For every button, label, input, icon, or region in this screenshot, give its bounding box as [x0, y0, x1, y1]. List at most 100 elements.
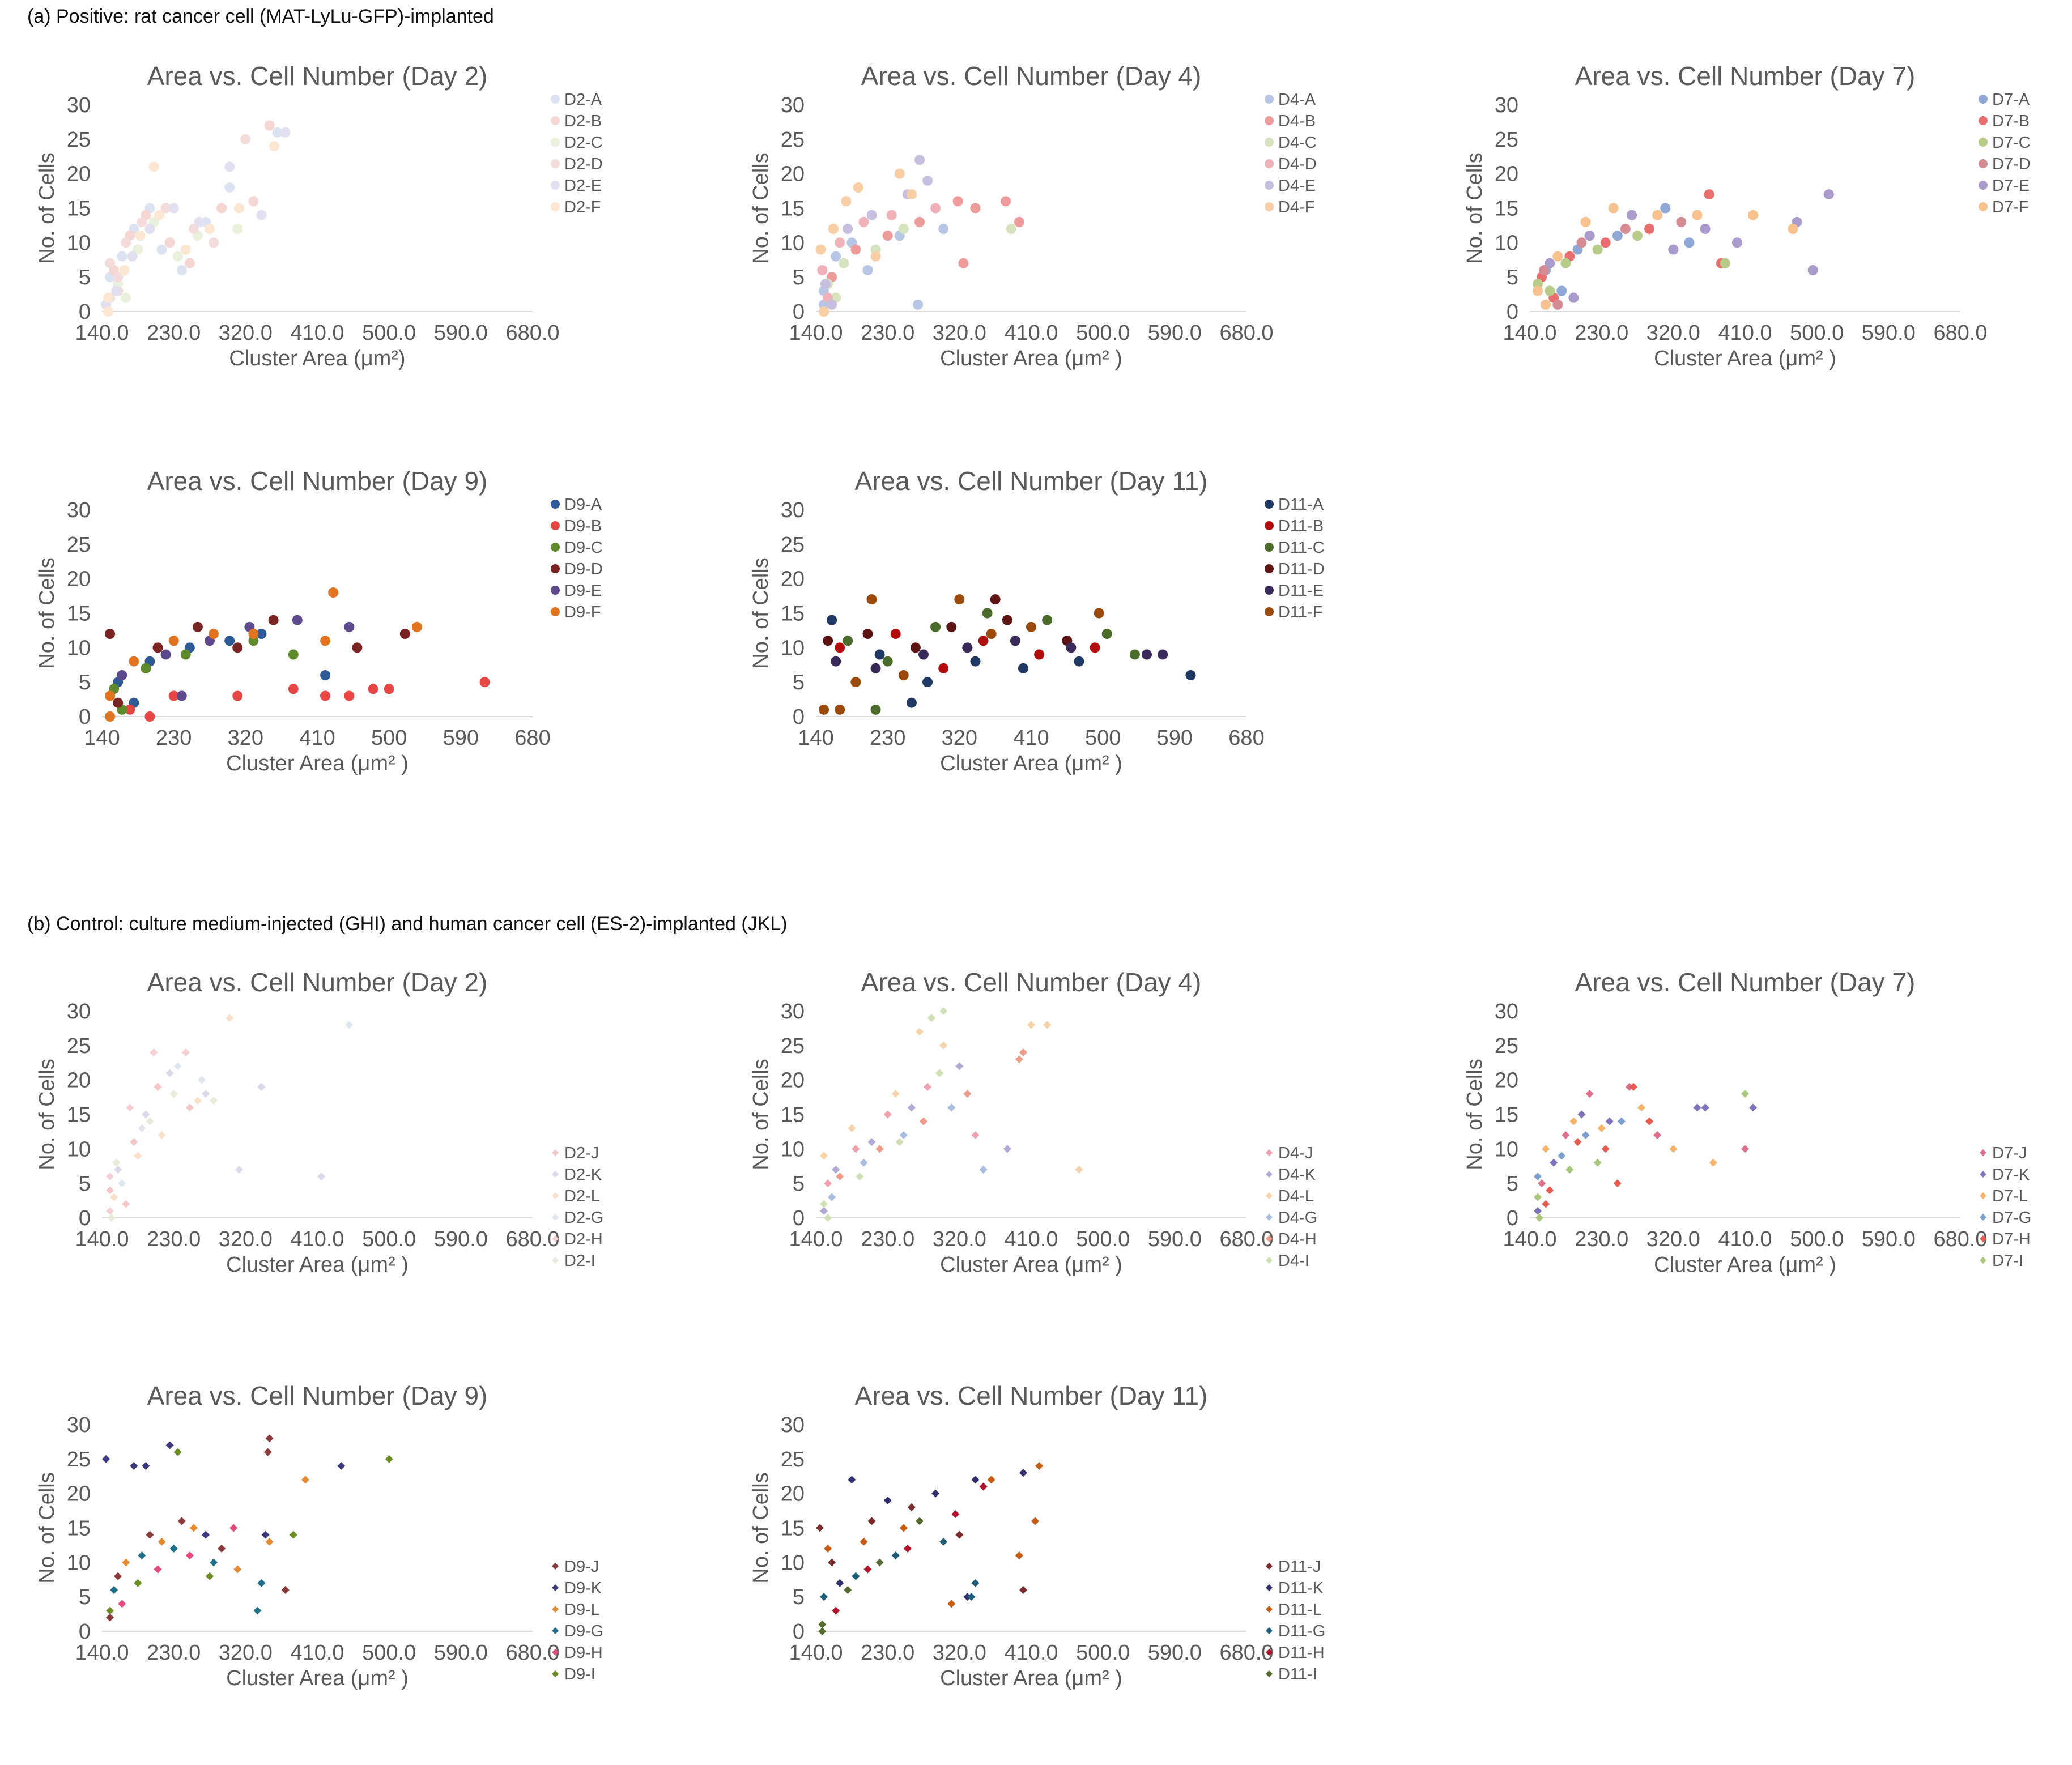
chart-title: Area vs. Cell Number (Day 7)	[1575, 967, 1916, 997]
legend-marker	[552, 1649, 559, 1656]
data-point	[264, 120, 275, 131]
x-tick-label: 140.0	[789, 1227, 843, 1251]
data-point	[142, 1110, 150, 1119]
y-tick-label: 5	[79, 671, 91, 694]
legend-marker	[1979, 181, 1988, 190]
data-point	[820, 1152, 828, 1160]
data-point	[850, 677, 861, 688]
legend-marker	[1266, 1627, 1273, 1634]
y-tick-label: 25	[781, 533, 805, 557]
data-point	[176, 265, 187, 275]
legend-marker	[552, 1627, 559, 1634]
y-axis-label: No. of Cells	[749, 557, 773, 668]
series-d7-e	[1545, 189, 1834, 303]
data-point	[106, 1173, 114, 1180]
series-d2-e	[101, 127, 291, 310]
data-point	[1823, 189, 1834, 200]
x-tick-label: 500.0	[1790, 321, 1844, 345]
data-point	[1637, 1103, 1646, 1112]
y-tick-label: 20	[1495, 1069, 1518, 1093]
y-tick-label: 25	[1495, 128, 1518, 152]
data-point	[860, 1158, 868, 1167]
legend-label: D9-A	[564, 496, 602, 514]
legend-marker	[1265, 159, 1274, 168]
x-tick-label: 140.0	[75, 321, 129, 345]
data-point	[852, 1572, 860, 1580]
legend-marker	[552, 1235, 559, 1242]
x-tick-label: 590.0	[1862, 321, 1916, 345]
series-d2-j	[106, 1082, 194, 1208]
legend-label: D11-C	[1278, 539, 1325, 557]
data-point	[946, 621, 957, 632]
series-d7-g	[1534, 1117, 1626, 1180]
legend-marker	[551, 202, 560, 211]
y-tick-label: 0	[793, 300, 805, 324]
data-point	[918, 649, 929, 660]
data-point	[967, 1593, 976, 1601]
series-d7-i	[1534, 1090, 1749, 1222]
chart-svg: Area vs. Cell Number (Day 4) 0 5 10 15 20 25 30…	[749, 61, 1317, 370]
y-tick-label: 5	[793, 1585, 805, 1609]
data-point	[971, 1131, 980, 1139]
data-point	[158, 1131, 166, 1139]
data-point	[138, 1551, 146, 1560]
x-tick-label: 140.0	[75, 1227, 129, 1251]
data-point	[1546, 1186, 1554, 1195]
data-point	[117, 251, 127, 262]
y-tick-label: 25	[67, 128, 91, 152]
y-tick-label: 0	[793, 1206, 805, 1230]
data-point	[951, 1510, 960, 1519]
y-tick-label: 0	[793, 705, 805, 729]
data-point	[156, 244, 167, 255]
y-tick-label: 0	[79, 1206, 91, 1230]
legend-label: D11-J	[1278, 1558, 1321, 1576]
data-point	[130, 1138, 138, 1146]
legend-label: D9-G	[564, 1622, 603, 1640]
data-point	[368, 684, 378, 694]
data-point	[831, 656, 841, 667]
data-point	[827, 615, 837, 625]
data-point	[130, 1462, 138, 1470]
series-d9-e	[117, 615, 355, 701]
series-d9-k	[102, 1441, 346, 1539]
x-tick-label: 320.0	[219, 1227, 273, 1251]
data-point	[824, 1214, 832, 1222]
data-point	[152, 642, 163, 653]
legend-label: D11-A	[1278, 496, 1324, 514]
y-tick-label: 15	[67, 197, 91, 221]
data-point	[234, 203, 245, 214]
data-point	[169, 1545, 178, 1553]
series-d2-l	[110, 1014, 234, 1201]
y-tick-label: 5	[793, 1172, 805, 1196]
data-point	[1585, 1090, 1594, 1098]
data-point	[1584, 231, 1595, 241]
data-point	[337, 1462, 346, 1470]
data-point	[1644, 224, 1655, 234]
data-point	[256, 629, 267, 639]
data-point	[1600, 237, 1611, 248]
data-point	[819, 306, 829, 317]
data-point	[1015, 1055, 1023, 1064]
legend-label: D4-K	[1278, 1166, 1316, 1184]
y-tick-label: 30	[1495, 1000, 1518, 1024]
data-point	[229, 1524, 238, 1532]
legend-label: D9-L	[564, 1601, 600, 1619]
data-point	[853, 182, 863, 193]
legend-marker	[1266, 1214, 1273, 1221]
data-point	[154, 1082, 162, 1091]
data-point	[1090, 642, 1100, 653]
legend-marker	[552, 1149, 559, 1156]
data-point	[344, 621, 355, 632]
data-point	[1010, 636, 1020, 646]
data-point	[189, 1524, 198, 1532]
x-axis-label: Cluster Area (μm²)	[229, 347, 405, 370]
x-tick-label: 410.0	[290, 1641, 344, 1665]
legend-label: D7-C	[1992, 134, 2031, 152]
y-tick-label: 10	[1495, 231, 1518, 255]
data-point	[1565, 1165, 1574, 1174]
legend-label: D11-G	[1278, 1622, 1325, 1640]
series-d11-h	[832, 1482, 988, 1615]
series-d2-g	[118, 1021, 354, 1188]
series-d4-h	[836, 1048, 1027, 1180]
legend-label: D9-K	[564, 1579, 602, 1597]
